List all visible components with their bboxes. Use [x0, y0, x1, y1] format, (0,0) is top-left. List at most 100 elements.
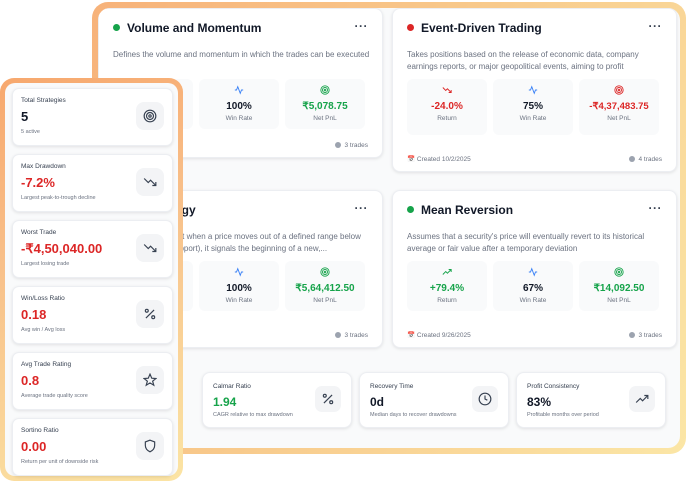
stat-label: Win Rate [519, 297, 547, 304]
trade-count: 3 trades [334, 142, 368, 149]
trades-dot-icon [334, 332, 341, 338]
net-pnl-stat: ₹14,092.50 Net PnL [579, 261, 659, 311]
metric-value: 5 [21, 109, 29, 124]
more-options-button[interactable]: ··· [648, 19, 662, 33]
metrics-panel [5, 83, 178, 476]
strategy-description: Defines the volume and momentum in which… [113, 50, 370, 59]
metric-subtitle: Median days to recover drawdowns [370, 412, 457, 418]
trade-count: 3 trades [334, 332, 368, 339]
stat-label: Net PnL [313, 297, 337, 304]
percent-icon [315, 386, 341, 412]
target-icon [579, 85, 659, 97]
activity-icon [493, 85, 573, 97]
metric-label: Profit Consistency [527, 383, 580, 390]
percent-icon [136, 300, 164, 328]
metric-label: Recovery Time [370, 383, 414, 390]
dashboard-canvas: Volume and Momentum ··· Defines the volu… [98, 8, 680, 448]
clock-icon [472, 386, 498, 412]
net-pnl-stat: -₹4,37,483.75 Net PnL [579, 79, 659, 135]
target-icon [285, 267, 365, 279]
metric-subtitle: Avg win / Avg loss [21, 327, 66, 333]
avg-trade-rating-card: Avg Trade Rating 0.8 Average trade quali… [12, 352, 173, 410]
metric-value: -7.2% [21, 175, 55, 190]
metric-label: Avg Trade Rating [21, 361, 72, 368]
metric-subtitle: CAGR relative to max drawdown [213, 412, 293, 418]
target-icon [136, 102, 164, 130]
metric-value: 83% [527, 395, 552, 409]
activity-icon [199, 85, 279, 97]
strategy-description: Takes positions based on the release of … [407, 50, 639, 71]
win-rate-stat: 100% Win Rate [199, 261, 279, 311]
trade-count: 3 trades [628, 332, 662, 339]
status-dot [407, 24, 414, 31]
trending-down-icon [136, 234, 164, 262]
total-strategies-card: Total Strategies 5 5 active [12, 88, 173, 146]
strategy-title: Volume and Momentum [113, 21, 261, 35]
stat-label: Win Rate [225, 297, 253, 304]
metric-value: 0d [370, 395, 385, 409]
stat-label: Return [437, 115, 457, 122]
trade-count: 4 trades [628, 156, 662, 163]
metric-value: 0.8 [21, 373, 40, 388]
metric-value: 1.94 [213, 395, 237, 409]
strategy-title: Mean Reversion [407, 203, 513, 217]
trades-dot-icon [628, 156, 635, 162]
stat-label: Net PnL [607, 115, 631, 122]
metric-subtitle: Largest losing trade [21, 261, 70, 267]
activity-icon [493, 267, 573, 279]
stat-label: Return [437, 297, 457, 304]
metric-label: Total Strategies [21, 97, 66, 104]
stat-value: -₹4,37,483.75 [589, 101, 649, 112]
stat-value: +79.4% [429, 283, 465, 294]
calendar-icon: 📅 [407, 156, 416, 163]
net-pnl-stat: ₹5,078.75 Net PnL [285, 79, 365, 129]
metric-label: Win/Loss Ratio [21, 295, 65, 302]
strategy-card[interactable]: Mean Reversion ··· Assumes that a securi… [392, 190, 677, 348]
metric-label: Calmar Ratio [213, 383, 251, 390]
trades-dot-icon [334, 142, 341, 148]
win-loss-ratio-card: Win/Loss Ratio 0.18 Avg win / Avg loss [12, 286, 173, 344]
strategy-description: Assumes that a security's price will eve… [407, 232, 645, 253]
more-options-button[interactable]: ··· [354, 19, 368, 33]
metric-subtitle: Profitable months over period [527, 412, 599, 418]
win-rate-stat: 100% Win Rate [199, 79, 279, 129]
stat-value: -24.0% [431, 101, 463, 112]
stat-value: 100% [226, 101, 252, 112]
target-icon [285, 85, 365, 97]
recovery-time-card: Recovery Time 0d Median days to recover … [359, 372, 509, 428]
stat-label: Net PnL [607, 297, 631, 304]
profit-consistency-card: Profit Consistency 83% Profitable months… [516, 372, 666, 428]
stat-value: 100% [226, 283, 252, 294]
created-date: 📅 Created 10/2/2025 [407, 156, 471, 163]
calendar-icon: 📅 [407, 332, 416, 339]
more-options-button[interactable]: ··· [354, 201, 368, 215]
metric-label: Sortino Ratio [21, 427, 59, 434]
stat-value: ₹5,64,412.50 [295, 283, 355, 294]
stat-value: ₹5,078.75 [302, 101, 348, 112]
stat-value: 75% [522, 101, 543, 112]
stat-label: Net PnL [313, 115, 337, 122]
strategy-description: that when a price moves out of a defined… [171, 232, 361, 253]
metric-subtitle: Return per unit of downside risk [21, 459, 99, 465]
status-dot [407, 206, 414, 213]
trending-down-icon [407, 85, 487, 97]
stat-label: Win Rate [519, 115, 547, 122]
metric-subtitle: 5 active [21, 129, 40, 135]
return-stat: +79.4% Return [407, 261, 487, 311]
more-options-button[interactable]: ··· [648, 201, 662, 215]
strategy-card[interactable]: Event-Driven Trading ··· Takes positions… [392, 8, 677, 172]
metric-value: -₹4,50,040.00 [21, 241, 103, 256]
strategy-title: Event-Driven Trading [407, 21, 542, 35]
stat-label: Win Rate [225, 115, 253, 122]
metric-subtitle: Largest peak-to-trough decline [21, 195, 96, 201]
target-icon [579, 267, 659, 279]
trending-down-icon [136, 168, 164, 196]
metric-value: 0.00 [21, 439, 47, 454]
star-icon [136, 366, 164, 394]
net-pnl-stat: ₹5,64,412.50 Net PnL [285, 261, 365, 311]
trending-up-icon [407, 267, 487, 279]
shield-icon [136, 432, 164, 460]
status-dot [113, 24, 120, 31]
calmar-ratio-card: Calmar Ratio 1.94 CAGR relative to max d… [202, 372, 352, 428]
metric-subtitle: Average trade quality score [21, 393, 88, 399]
